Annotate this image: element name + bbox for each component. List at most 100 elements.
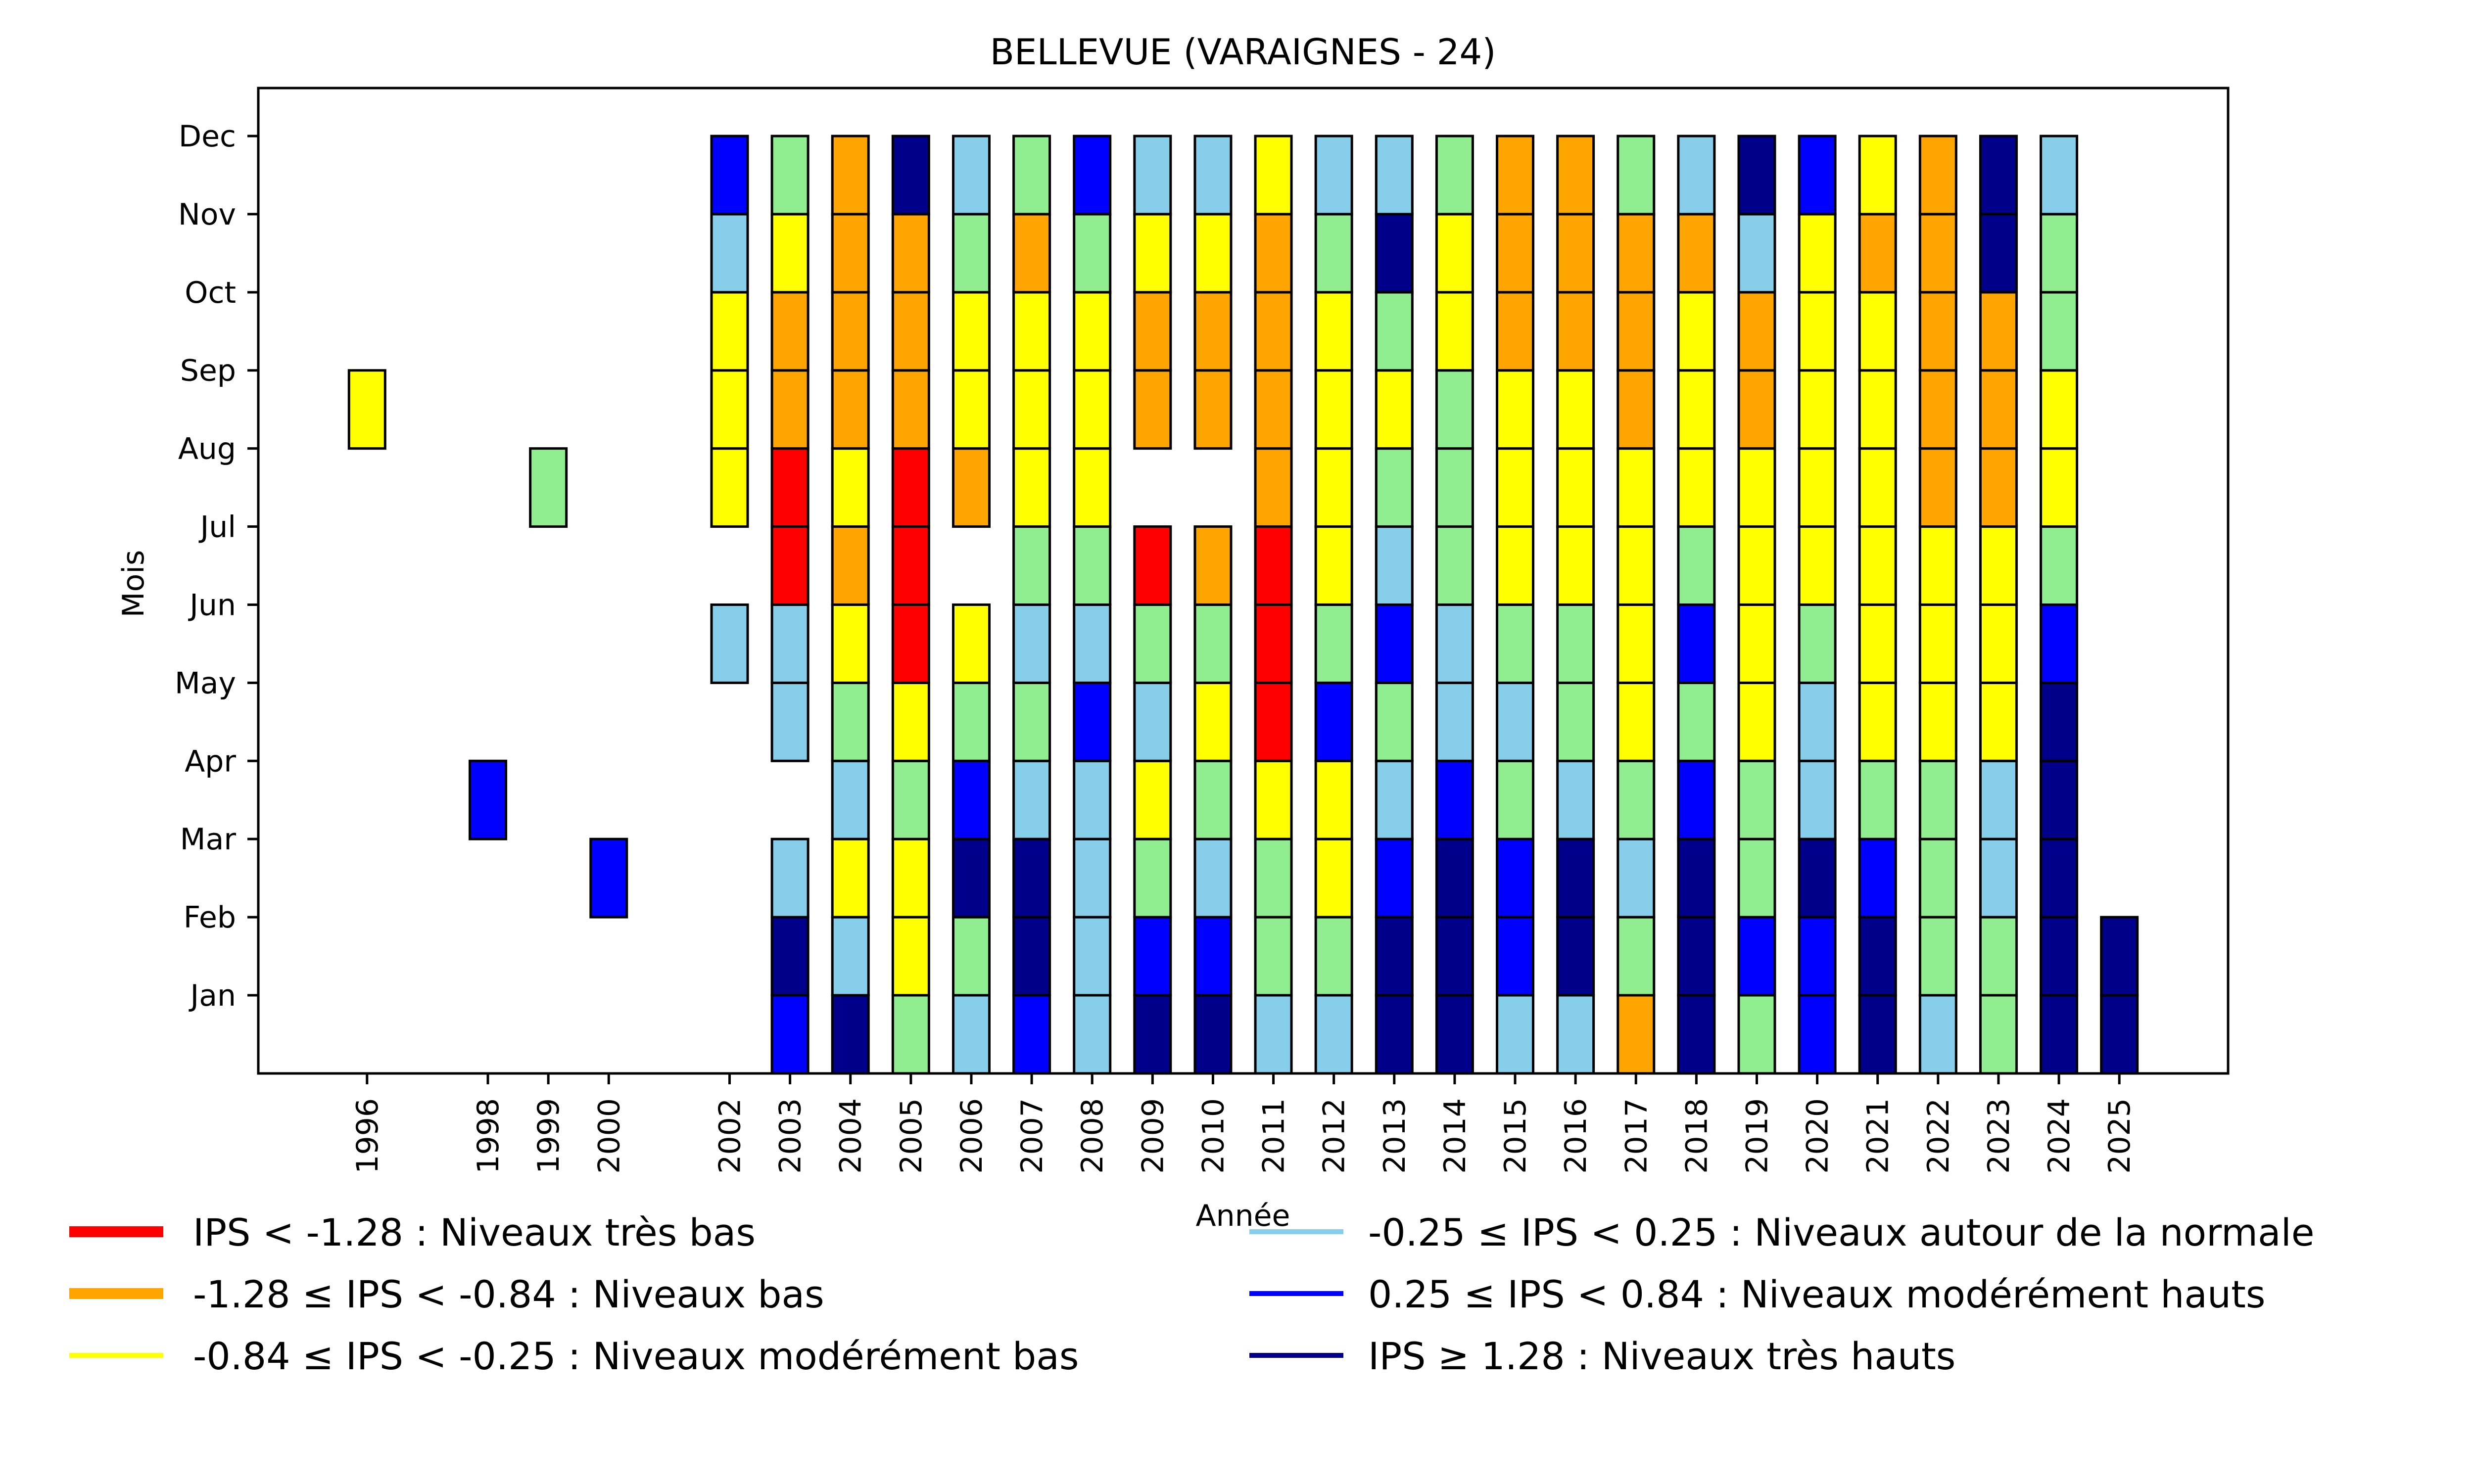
bar-cell-1999-aug (529, 447, 568, 528)
bar-cell-2020-jan (1798, 994, 1837, 1075)
bar-cell-2005-sep (891, 369, 930, 450)
x-tick-label: 2017 (1619, 1098, 1654, 1174)
bar-cell-2022-mar (1918, 837, 1957, 919)
bar-cell-2019-feb (1737, 916, 1776, 997)
bar-cell-2015-feb (1496, 916, 1535, 997)
bar-cell-2015-jan (1496, 994, 1535, 1075)
bar-cell-2020-sep (1798, 369, 1837, 450)
bar-cell-2012-oct (1314, 291, 1353, 372)
bar-cell-2002-dec (710, 135, 749, 216)
bar-cell-2019-jun (1737, 603, 1776, 684)
bar-cell-2016-jun (1556, 603, 1595, 684)
bar-cell-2003-jun (770, 603, 809, 684)
x-axis: 1996 1998 1999 2000 2002 2003 2004 2005 2006 2007… (350, 1073, 2137, 1174)
bar-cell-2021-apr (1858, 759, 1897, 840)
bar-cell-2010-jan (1193, 994, 1233, 1075)
bar-cell-2022-dec (1918, 135, 1957, 216)
bar-cell-2010-feb (1193, 916, 1233, 997)
y-tick-label: Dec (179, 119, 236, 154)
bar-cell-2018-feb (1677, 916, 1716, 997)
legend-label-b: -1.28 ≤ IPS < -0.84 : Niveaux bas (193, 1272, 824, 1316)
bar-cell-2007-jul (1012, 525, 1051, 606)
bar-cell-2018-sep (1677, 369, 1716, 450)
bar-cell-2021-nov (1858, 213, 1897, 294)
bar-cell-2015-aug (1496, 447, 1535, 528)
bar-cell-2023-aug (1979, 447, 2018, 528)
bar-cell-2023-mar (1979, 837, 2018, 919)
bar-cell-2013-aug (1375, 447, 1414, 528)
bar-cell-2007-jan (1012, 994, 1051, 1075)
bar-cell-2017-jan (1617, 994, 1656, 1075)
bar-cell-2008-dec (1073, 135, 1112, 216)
chart-title: BELLEVUE (VARAIGNES - 24) (990, 31, 1496, 73)
bar-cell-2017-mar (1617, 837, 1656, 919)
bar-cell-2024-aug (2040, 447, 2079, 528)
x-tick-label: 2013 (1378, 1098, 1412, 1174)
bar-cell-2013-nov (1375, 213, 1414, 294)
bar-cell-2018-nov (1677, 213, 1716, 294)
bar-cell-2024-sep (2040, 369, 2079, 450)
bar-cell-2002-sep (710, 369, 749, 450)
bar-cell-2020-mar (1798, 837, 1837, 919)
bar-cell-2004-nov (831, 213, 870, 294)
x-tick-label: 2014 (1438, 1098, 1473, 1174)
bar-cell-2008-may (1073, 681, 1112, 762)
legend: IPS < -1.28 : Niveaux très bas -1.28 ≤ IP… (69, 1210, 2315, 1378)
bar-cell-2019-oct (1737, 291, 1776, 372)
bar-cell-2006-aug (952, 447, 991, 528)
bar-cell-2016-jul (1556, 525, 1595, 606)
bar-cell-2005-jul (891, 525, 930, 606)
x-tick-label: 2008 (1075, 1098, 1110, 1174)
bar-cell-2004-sep (831, 369, 870, 450)
bar-cell-2009-may (1133, 681, 1172, 762)
y-tick-label: Nov (178, 197, 236, 232)
bar-cell-2015-may (1496, 681, 1535, 762)
bar-cell-2011-apr (1254, 759, 1293, 840)
bar-cell-2005-may (891, 681, 930, 762)
y-axis: Jan Feb Mar Apr May Jun Jul Aug Sep Oct Nov Dec (175, 119, 258, 1013)
bar-cell-2014-aug (1435, 447, 1474, 528)
bar-cell-2009-jun (1133, 603, 1172, 684)
bar-cell-2009-dec (1133, 135, 1172, 216)
bar-cell-2020-jul (1798, 525, 1837, 606)
bar-cell-2006-nov (952, 213, 991, 294)
bar-cell-2010-apr (1193, 759, 1233, 840)
bar-cell-2016-jan (1556, 994, 1595, 1075)
bar-cell-2006-jan (952, 994, 991, 1075)
bar-cell-2023-apr (1979, 759, 2018, 840)
bar-cell-2019-jan (1737, 994, 1776, 1075)
x-tick-label: 2011 (1257, 1098, 1291, 1174)
bar-cell-2013-may (1375, 681, 1414, 762)
bar-cell-2013-jan (1375, 994, 1414, 1075)
bar-cell-2009-feb (1133, 916, 1172, 997)
bar-cell-2006-may (952, 681, 991, 762)
bar-cell-2021-jul (1858, 525, 1897, 606)
bar-cell-2017-feb (1617, 916, 1656, 997)
bar-cell-2016-apr (1556, 759, 1595, 840)
bar-cell-2010-jun (1193, 603, 1233, 684)
bar-cell-2017-apr (1617, 759, 1656, 840)
x-tick-label: 2012 (1317, 1098, 1352, 1174)
bar-cell-2005-oct (891, 291, 930, 372)
bar-cell-2022-jul (1918, 525, 1957, 606)
bar-cell-2007-oct (1012, 291, 1051, 372)
bar-cell-2022-aug (1918, 447, 1957, 528)
bar-cell-2023-may (1979, 681, 2018, 762)
bar-cell-2006-sep (952, 369, 991, 450)
x-tick-label: 2005 (894, 1098, 929, 1174)
bar-cell-2011-dec (1254, 135, 1293, 216)
x-tick-label: 2016 (1559, 1098, 1593, 1174)
bar-cell-2014-nov (1435, 213, 1474, 294)
bar-cell-2010-dec (1193, 135, 1233, 216)
bar-cell-2016-may (1556, 681, 1595, 762)
bar-cell-2014-oct (1435, 291, 1474, 372)
bar-cell-2003-oct (770, 291, 809, 372)
bar-cell-2011-jun (1254, 603, 1293, 684)
bar-cell-2011-may (1254, 681, 1293, 762)
bar-cell-2005-aug (891, 447, 930, 528)
bar-cell-2004-apr (831, 759, 870, 840)
bar-cell-2004-dec (831, 135, 870, 216)
bar-cell-2003-sep (770, 369, 809, 450)
bar-cell-2004-feb (831, 916, 870, 997)
bar-cell-2024-nov (2040, 213, 2079, 294)
